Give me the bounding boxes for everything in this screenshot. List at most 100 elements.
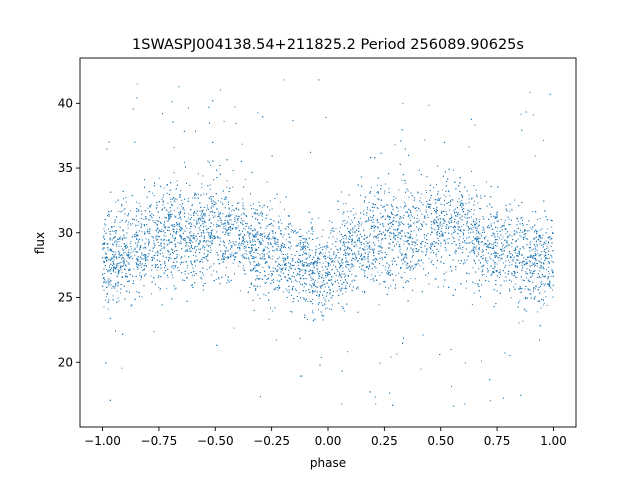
data-point — [140, 226, 142, 228]
data-point — [136, 210, 138, 212]
data-point — [156, 264, 158, 266]
data-point — [515, 249, 517, 251]
data-point — [266, 253, 268, 255]
data-point — [460, 230, 462, 232]
data-point — [508, 218, 510, 220]
data-point — [345, 274, 347, 276]
data-point — [481, 360, 482, 362]
data-point — [172, 235, 174, 237]
data-point — [248, 233, 250, 235]
data-point — [425, 224, 427, 226]
data-point — [148, 231, 150, 233]
data-point — [436, 207, 438, 209]
data-point — [529, 91, 531, 93]
data-point — [487, 270, 489, 272]
data-point — [163, 235, 165, 236]
data-point — [112, 295, 114, 297]
data-point — [313, 265, 315, 267]
data-point — [205, 258, 207, 260]
data-point — [211, 205, 213, 207]
data-point — [364, 272, 366, 274]
data-point — [482, 241, 483, 243]
data-point — [466, 224, 468, 226]
data-point — [338, 282, 340, 284]
data-point — [104, 282, 106, 284]
data-point — [409, 237, 410, 239]
data-point — [291, 229, 292, 231]
data-point — [380, 242, 382, 244]
data-point — [236, 222, 238, 224]
data-point — [430, 234, 432, 236]
data-point — [482, 254, 484, 256]
data-point — [346, 266, 348, 268]
data-point — [380, 185, 382, 186]
data-point — [281, 250, 283, 252]
data-point — [297, 231, 299, 233]
data-point — [196, 221, 198, 223]
data-point — [527, 256, 529, 258]
data-point — [505, 280, 507, 282]
data-point — [115, 264, 117, 266]
data-point — [534, 253, 536, 254]
data-point — [551, 260, 553, 262]
data-point — [104, 261, 105, 263]
data-point — [244, 178, 246, 180]
data-point — [404, 256, 406, 258]
data-point — [261, 253, 263, 255]
data-point — [223, 226, 225, 228]
data-point — [294, 229, 296, 231]
data-point — [130, 246, 132, 248]
data-point — [480, 195, 482, 197]
data-point — [378, 234, 380, 236]
data-point — [465, 287, 467, 289]
data-point — [351, 240, 353, 242]
data-point — [289, 248, 291, 250]
data-point — [170, 201, 172, 203]
data-point — [242, 198, 244, 200]
data-point — [349, 283, 351, 285]
data-point — [312, 299, 313, 300]
data-point — [508, 264, 510, 266]
data-point — [410, 278, 412, 280]
data-point — [183, 261, 185, 263]
data-point — [313, 271, 314, 273]
data-point — [480, 241, 482, 243]
data-point — [364, 200, 365, 202]
data-point — [520, 236, 522, 238]
data-point — [172, 277, 174, 278]
data-point — [478, 259, 480, 261]
data-point — [125, 247, 127, 249]
data-point — [157, 235, 159, 237]
data-point — [521, 253, 523, 255]
data-point — [326, 307, 328, 309]
data-point — [117, 297, 119, 299]
data-point — [345, 223, 347, 225]
data-point — [310, 279, 312, 281]
data-point — [334, 261, 335, 263]
data-point — [201, 278, 203, 280]
data-point — [408, 243, 410, 244]
data-point — [231, 223, 233, 225]
data-point — [262, 212, 264, 214]
data-point — [540, 258, 542, 260]
data-point — [492, 272, 494, 273]
data-point — [242, 243, 244, 245]
data-point — [226, 180, 228, 182]
data-point — [234, 106, 236, 108]
data-point — [109, 283, 111, 285]
data-point — [547, 247, 549, 249]
data-point — [190, 240, 192, 242]
data-point — [398, 221, 400, 223]
data-point — [522, 219, 523, 221]
data-point — [352, 231, 354, 233]
data-point — [285, 288, 287, 290]
data-point — [496, 245, 498, 247]
data-point — [113, 237, 115, 238]
data-point — [515, 249, 516, 251]
data-point — [352, 229, 354, 231]
data-point — [500, 226, 502, 228]
data-point — [179, 204, 181, 206]
data-point — [115, 251, 117, 253]
data-point — [137, 259, 139, 261]
data-point — [370, 274, 372, 276]
